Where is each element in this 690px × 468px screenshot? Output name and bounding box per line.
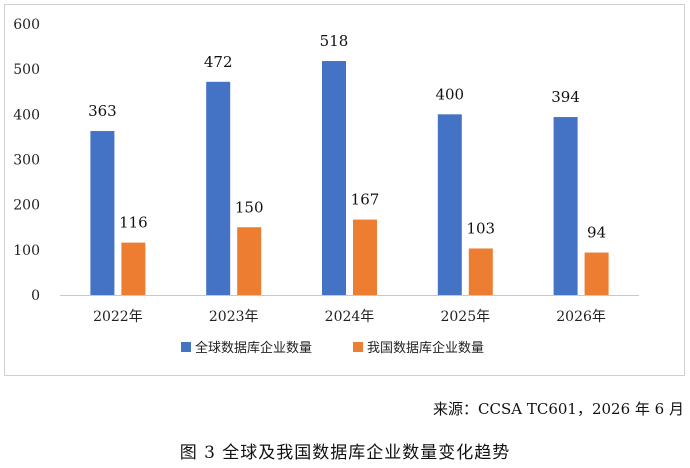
legend-label-0: 全球数据库企业数量 xyxy=(195,340,312,356)
data-labels: 363 116 472 150 518 167 400 103 394 94 xyxy=(88,32,606,242)
bar-series1-4 xyxy=(584,252,609,295)
y-axis-tick-labels: 0 100 200 300 400 500 600 xyxy=(13,17,40,304)
bar-series1-2 xyxy=(353,219,377,295)
x-tick-label-4: 2026年 xyxy=(556,309,606,325)
y-tick-label-5: 500 xyxy=(13,62,40,78)
bar-series0-0 xyxy=(90,131,115,295)
bars xyxy=(90,61,609,296)
data-label-series0-2: 518 xyxy=(320,32,349,50)
y-tick-label-6: 600 xyxy=(13,17,40,33)
x-axis-tick-labels: 2022年 2023年 2024年 2025年 2026年 xyxy=(93,309,606,325)
chart-frame: 0 100 200 300 400 500 600 363 116 472 150 518 167 40… xyxy=(4,4,685,376)
x-tick-label-1: 2023年 xyxy=(209,309,259,325)
bar-series1-1 xyxy=(237,227,262,295)
figure-caption: 图 3 全球及我国数据库企业数量变化趋势 xyxy=(179,443,511,463)
bar-series0-2 xyxy=(322,61,346,295)
legend: 全球数据库企业数量 我国数据库企业数量 xyxy=(181,340,484,356)
bar-chart: 0 100 200 300 400 500 600 363 116 472 150 518 167 40… xyxy=(13,17,639,356)
source-note: 来源：CCSA TC601，2026 年 6 月 xyxy=(433,400,684,418)
legend-swatch-0 xyxy=(181,342,191,352)
bar-series0-3 xyxy=(437,114,462,295)
legend-label-1: 我国数据库企业数量 xyxy=(367,340,484,356)
y-tick-label-1: 100 xyxy=(13,243,40,259)
x-tick-label-0: 2022年 xyxy=(93,309,143,325)
data-label-series0-1: 472 xyxy=(204,53,233,71)
y-tick-label-4: 400 xyxy=(13,107,40,123)
y-tick-label-0: 0 xyxy=(31,288,40,304)
bar-series0-4 xyxy=(553,117,578,295)
data-label-series1-1: 150 xyxy=(235,198,264,216)
bar-series1-3 xyxy=(468,248,493,295)
data-label-series1-3: 103 xyxy=(466,219,495,237)
x-tick-label-3: 2025年 xyxy=(440,309,490,325)
y-tick-label-3: 300 xyxy=(13,153,40,169)
x-tick-label-2: 2024年 xyxy=(325,309,375,325)
data-label-series0-0: 363 xyxy=(88,102,117,120)
legend-swatch-1 xyxy=(353,342,363,352)
bar-series0-1 xyxy=(206,81,231,296)
bar-series1-0 xyxy=(121,242,146,295)
data-label-series0-3: 400 xyxy=(435,85,464,103)
y-tick-label-2: 200 xyxy=(13,198,40,214)
data-label-series1-4: 94 xyxy=(587,224,606,242)
data-label-series1-2: 167 xyxy=(351,191,380,209)
data-label-series1-0: 116 xyxy=(119,214,148,232)
data-label-series0-4: 394 xyxy=(551,88,580,106)
